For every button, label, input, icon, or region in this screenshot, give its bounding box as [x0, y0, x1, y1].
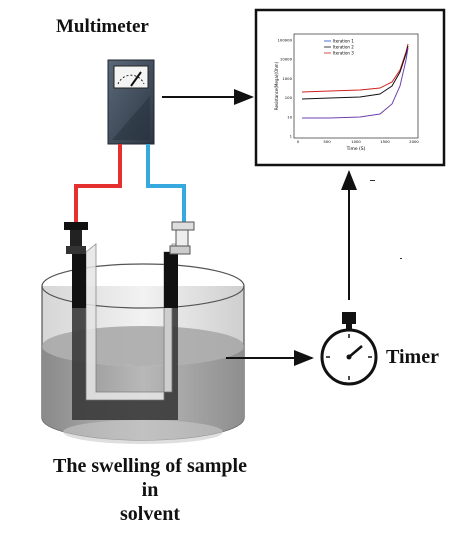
multimeter-icon	[107, 59, 155, 145]
mark	[400, 258, 402, 259]
inset-x-tick: 0	[297, 139, 300, 144]
multimeter-label: Multimeter	[56, 16, 149, 37]
right-clip	[169, 221, 195, 255]
inset-y-tick: 1000	[282, 76, 292, 81]
inset-x-tick: 2000	[409, 139, 419, 144]
inset-x-tick: 500	[323, 139, 331, 144]
inset-y-tick: 1	[290, 134, 293, 139]
timer-label: Timer	[386, 346, 439, 368]
inset-y-tick: 10	[287, 114, 292, 119]
legend-item-2: Iteration 2	[333, 45, 354, 50]
inset-legend: Iteration 1 Iteration 2 Iteration 3	[324, 39, 354, 56]
inset-x-tick: 1500	[380, 139, 390, 144]
inset-y-tick: 100000	[278, 38, 293, 43]
caption-line-2: in	[141, 479, 159, 501]
inset-y-tick: 10000	[280, 57, 293, 62]
blue-wire	[146, 144, 186, 222]
series-blue	[302, 47, 409, 119]
red-wire	[74, 144, 122, 222]
left-clip	[64, 222, 88, 254]
inset-chart: Resistance(Mega)(Ohm) Time (S) 100000100…	[254, 8, 446, 167]
legend-item-1: Iteration 1	[333, 39, 354, 44]
inset-xlabel: Time (S)	[346, 146, 366, 152]
sample-u-shape	[72, 243, 187, 420]
series-red	[301, 43, 409, 93]
caption: The swelling of sample in solvent	[0, 454, 300, 526]
inset-x-tick: 1000	[351, 139, 361, 144]
series-black	[301, 45, 409, 100]
inset-y-tick: 100	[285, 95, 293, 100]
inset-ylabel: Resistance(Mega)(Ohm)	[274, 61, 279, 110]
legend-item-3: Iteration 3	[333, 51, 354, 56]
caption-line-1: The swelling of sample	[53, 455, 247, 477]
mark	[370, 180, 375, 181]
caption-line-3: solvent	[120, 503, 180, 525]
stopwatch-icon	[320, 312, 378, 386]
